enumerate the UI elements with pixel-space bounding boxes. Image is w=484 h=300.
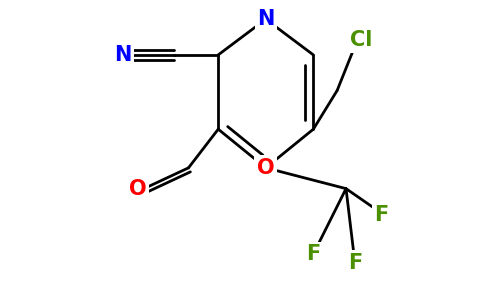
- Text: Cl: Cl: [350, 30, 372, 50]
- Text: O: O: [257, 158, 274, 178]
- Text: F: F: [348, 253, 362, 273]
- Text: F: F: [375, 206, 389, 225]
- Text: N: N: [257, 9, 274, 29]
- Text: N: N: [114, 45, 132, 65]
- Text: O: O: [129, 178, 147, 199]
- Text: F: F: [306, 244, 320, 264]
